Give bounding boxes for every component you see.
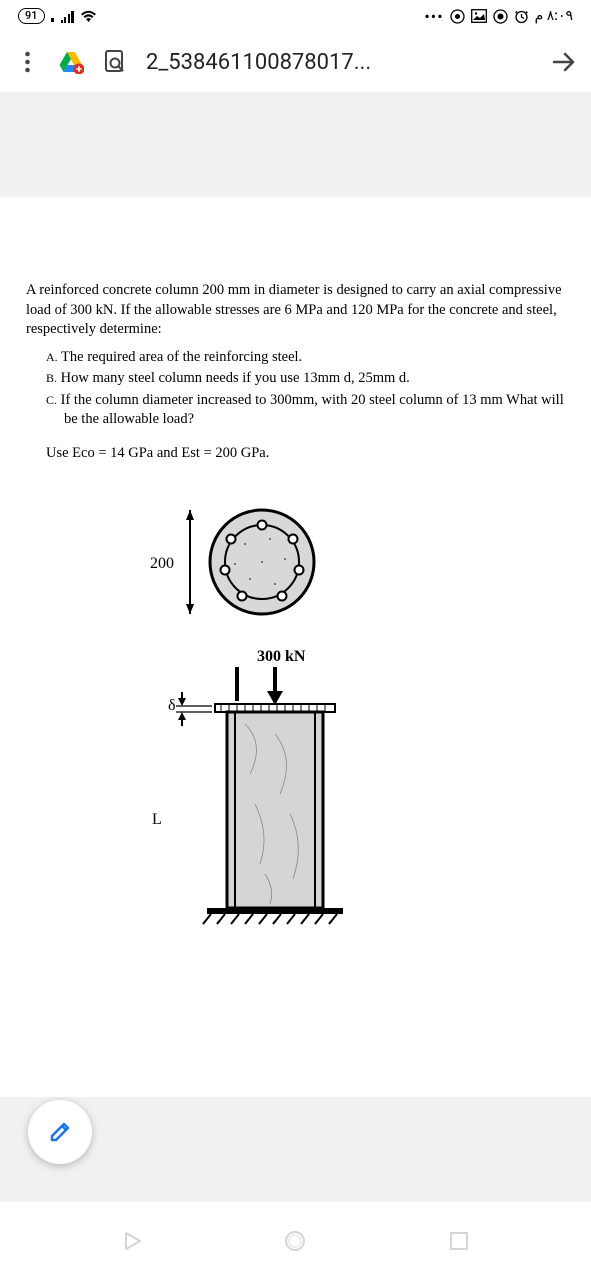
option-b: B. How many steel column needs if you us… xyxy=(46,369,565,389)
svg-text:300 kN: 300 kN xyxy=(257,648,306,665)
problem-intro: A reinforced concrete column 200 mm in d… xyxy=(26,281,565,340)
battery-indicator: 91 xyxy=(18,8,45,24)
system-nav-bar xyxy=(0,1202,591,1280)
svg-text:200: 200 xyxy=(150,555,174,572)
menu-button[interactable] xyxy=(14,49,40,75)
document-viewport[interactable]: A reinforced concrete column 200 mm in d… xyxy=(0,92,591,1202)
signal-bars-icon xyxy=(61,10,74,23)
forward-button[interactable] xyxy=(551,49,577,75)
signal-small-icon xyxy=(51,11,55,22)
more-icon: ••• xyxy=(424,7,443,26)
alarm-icon xyxy=(514,9,529,24)
nav-home-button[interactable] xyxy=(281,1227,309,1255)
nav-recent-button[interactable] xyxy=(445,1227,473,1255)
status-icon-2 xyxy=(493,9,508,24)
svg-text:L: L xyxy=(152,811,162,828)
status-icon-1 xyxy=(450,9,465,24)
problem-figure: 200 300 kN xyxy=(120,504,565,944)
option-c: C. If the column diameter increased to 3… xyxy=(46,391,565,430)
svg-text:δ: δ xyxy=(168,697,176,714)
find-button[interactable] xyxy=(102,49,128,75)
status-bar: 91 ••• ٨:٠٩ م xyxy=(0,0,591,32)
nav-back-button[interactable] xyxy=(118,1227,146,1255)
edit-fab[interactable] xyxy=(28,1100,92,1164)
document-page: A reinforced concrete column 200 mm in d… xyxy=(0,197,591,1097)
app-bar: 2_538461100878017... xyxy=(0,32,591,92)
drive-icon[interactable] xyxy=(58,49,84,75)
document-title: 2_538461100878017... xyxy=(146,50,533,75)
option-a: A. The required area of the reinforcing … xyxy=(46,348,565,368)
clock-time: ٨:٠٩ م xyxy=(535,8,573,24)
screenshot-icon xyxy=(471,9,487,23)
problem-note: Use Eco = 14 GPa and Est = 200 GPa. xyxy=(46,444,565,464)
wifi-icon xyxy=(80,10,97,23)
